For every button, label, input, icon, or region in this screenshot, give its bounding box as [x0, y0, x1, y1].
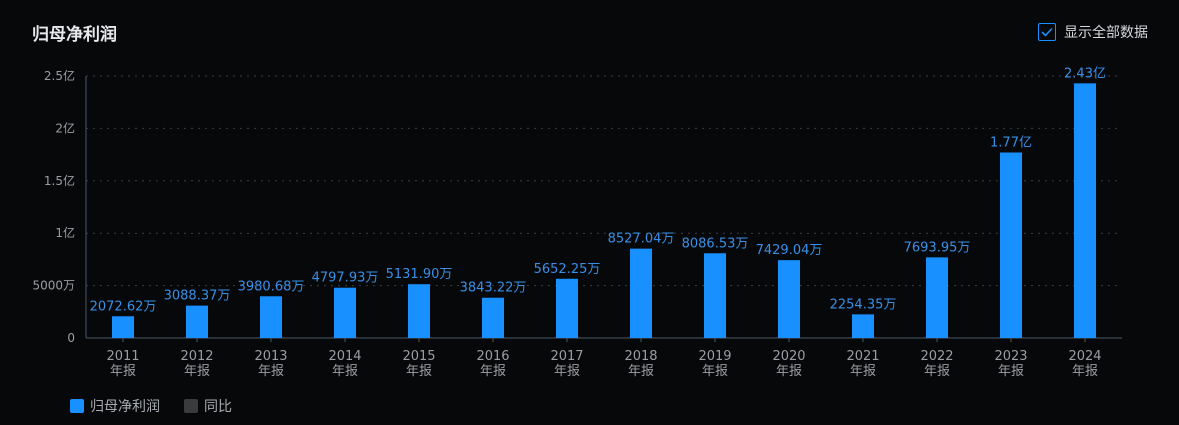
toggle-label: 显示全部数据	[1064, 25, 1148, 41]
data-label: 5652.25万	[534, 262, 601, 277]
y-tick-label: 1.5亿	[44, 173, 75, 188]
x-tick-label-line: 2023	[994, 349, 1027, 364]
y-tick-label: 0	[67, 331, 75, 345]
x-tick-label: 2020 年报	[772, 349, 805, 379]
x-tick-label-line: 年报	[184, 364, 210, 379]
x-tick-label-line: 年报	[776, 364, 802, 379]
x-tick-label-line: 2020	[772, 349, 805, 364]
legend-swatch	[70, 399, 84, 413]
chart-title: 归母净利润	[32, 25, 117, 45]
legend-item-net-profit[interactable]: 归母净利润	[70, 396, 160, 416]
bar	[778, 260, 800, 338]
x-tick-label: 2022 年报	[920, 349, 953, 379]
data-label: 2254.35万	[830, 297, 897, 312]
x-tick-label: 2016 年报	[476, 349, 509, 379]
bar	[1074, 83, 1096, 338]
x-tick-label: 2013 年报	[254, 349, 287, 379]
legend-label: 同比	[204, 399, 232, 415]
data-label: 3980.68万	[238, 279, 305, 294]
x-tick-label-line: 2013	[254, 349, 287, 364]
x-tick-label: 2019 年报	[698, 349, 731, 379]
data-label: 3088.37万	[164, 289, 231, 304]
x-tick-label-line: 年报	[702, 364, 728, 379]
y-tick-label: 2亿	[55, 120, 75, 135]
x-tick-label-line: 年报	[850, 364, 876, 379]
x-tick-label-line: 2014	[328, 349, 361, 364]
y-tick-label: 5000万	[32, 279, 75, 293]
x-tick-label-line: 年报	[1072, 364, 1098, 379]
x-tick-label-line: 年报	[998, 364, 1024, 379]
x-tick-label-line: 2017	[550, 349, 583, 364]
data-label: 2.43亿	[1064, 66, 1106, 81]
bar	[630, 248, 652, 338]
bar	[704, 253, 726, 338]
x-tick-label-line: 2019	[698, 349, 731, 364]
x-tick-label-line: 年报	[258, 364, 284, 379]
bar	[852, 314, 874, 338]
x-tick-label-line: 2016	[476, 349, 509, 364]
bar	[334, 287, 356, 338]
x-tick-label-line: 2018	[624, 349, 657, 364]
x-tick-label-line: 2012	[180, 349, 213, 364]
x-tick-label-line: 年报	[406, 364, 432, 379]
x-tick-label-line: 2011	[106, 349, 139, 364]
x-tick-label-line: 年报	[628, 364, 654, 379]
x-tick-label-line: 年报	[554, 364, 580, 379]
x-tick-label: 2014 年报	[328, 349, 361, 379]
show-all-data-toggle[interactable]: 显示全部数据	[1038, 22, 1148, 42]
bar	[482, 297, 504, 338]
x-tick-label: 2017 年报	[550, 349, 583, 379]
bar	[112, 316, 134, 338]
data-label: 4797.93万	[312, 271, 379, 286]
x-tick-label-line: 年报	[110, 364, 136, 379]
data-label: 7429.04万	[756, 243, 823, 258]
x-tick-label: 2012 年报	[180, 349, 213, 379]
checkbox[interactable]	[1038, 23, 1056, 41]
y-tick-label: 1亿	[55, 225, 75, 240]
y-tick-label: 2.5亿	[44, 68, 75, 83]
legend-label: 归母净利润	[90, 399, 160, 415]
x-tick-label: 2015 年报	[402, 349, 435, 379]
bar	[1000, 152, 1022, 338]
x-tick-label-line: 2022	[920, 349, 953, 364]
data-label: 2072.62万	[90, 299, 157, 314]
legend: 归母净利润 同比	[70, 396, 232, 416]
bar	[556, 278, 578, 338]
data-label: 5131.90万	[386, 267, 453, 282]
data-label: 3843.22万	[460, 281, 527, 296]
x-tick-label: 2021 年报	[846, 349, 879, 379]
x-tick-label-line: 年报	[924, 364, 950, 379]
x-tick-label: 2011 年报	[106, 349, 139, 379]
check-icon	[1041, 27, 1053, 37]
x-tick-label-line: 年报	[332, 364, 358, 379]
x-tick-label-line: 2015	[402, 349, 435, 364]
bar	[186, 305, 208, 338]
legend-swatch	[184, 399, 198, 413]
x-tick-label-line: 年报	[480, 364, 506, 379]
bar	[408, 284, 430, 338]
x-tick-label-line: 2021	[846, 349, 879, 364]
data-label: 7693.95万	[904, 240, 971, 255]
data-label: 8086.53万	[682, 236, 749, 251]
legend-item-yoy[interactable]: 同比	[184, 396, 232, 416]
bar	[260, 296, 282, 338]
data-label: 8527.04万	[608, 232, 675, 247]
data-label: 1.77亿	[990, 136, 1032, 151]
x-tick-label: 2023 年报	[994, 349, 1027, 379]
x-tick-label-line: 2024	[1068, 349, 1101, 364]
bar	[926, 257, 948, 338]
x-tick-label: 2018 年报	[624, 349, 657, 379]
x-tick-label: 2024 年报	[1068, 349, 1101, 379]
